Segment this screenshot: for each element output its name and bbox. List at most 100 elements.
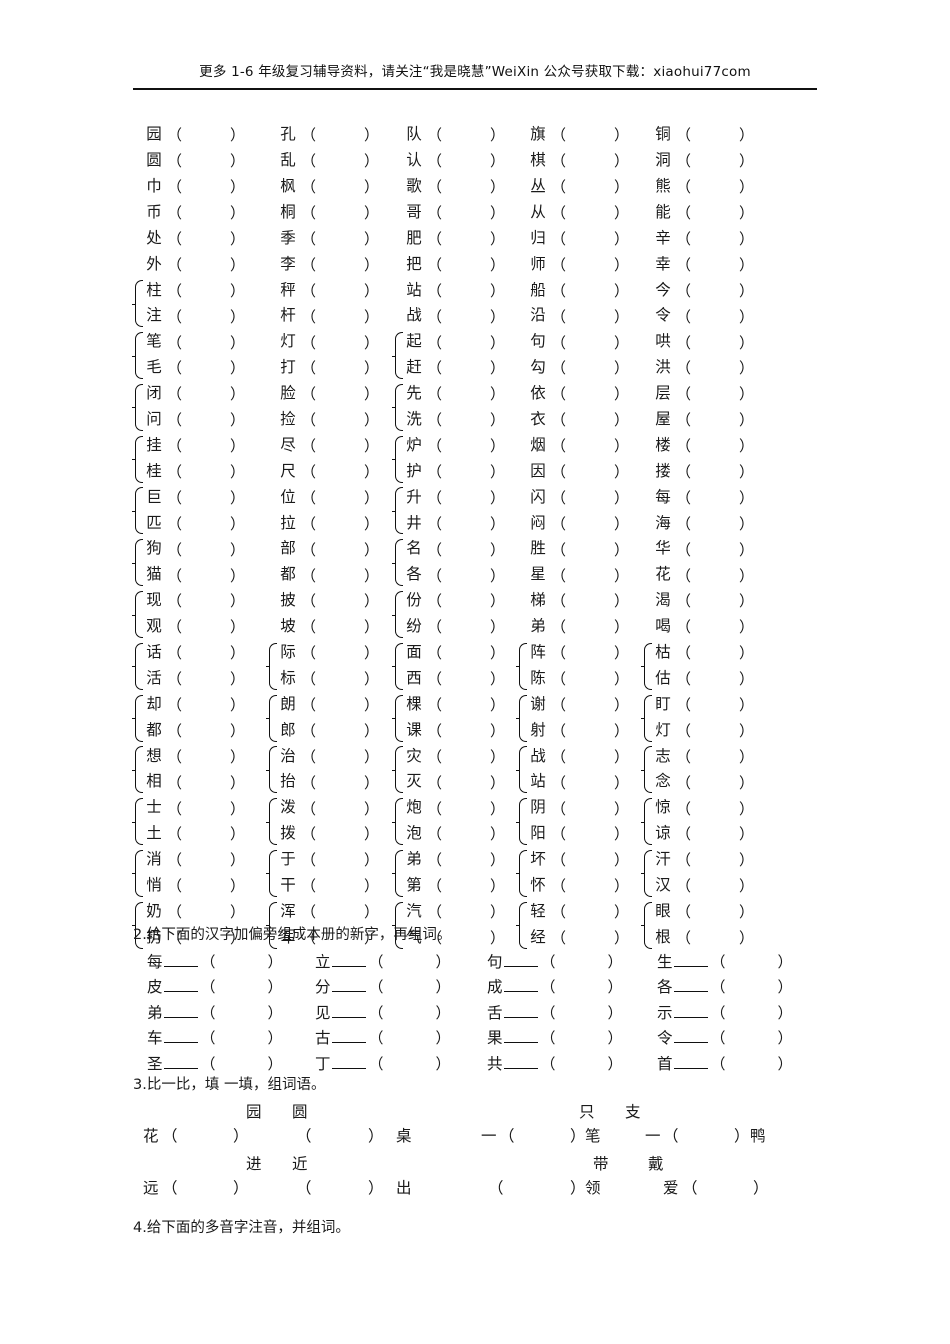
answer-paren-close[interactable]: ） xyxy=(739,903,755,922)
answer-paren-close[interactable]: ） xyxy=(739,825,755,844)
answer-paren-close[interactable]: ） xyxy=(614,514,630,533)
answer-paren-close[interactable]: ） xyxy=(230,411,246,430)
answer-paren-close[interactable]: ） xyxy=(490,670,506,689)
answer-paren-close[interactable]: ） xyxy=(230,566,246,585)
radical-blank-line[interactable] xyxy=(673,1004,708,1018)
answer-paren-close[interactable]: ） xyxy=(230,514,246,533)
answer-paren-close[interactable]: ） xyxy=(739,230,755,248)
answer-paren-close[interactable]: ） xyxy=(230,230,246,248)
answer-paren-close[interactable]: ） xyxy=(230,721,246,740)
answer-paren-close[interactable]: ） xyxy=(739,799,755,818)
answer-paren-close[interactable]: ） xyxy=(230,799,246,818)
radical-blank-line[interactable] xyxy=(331,953,366,967)
answer-paren-close[interactable]: ） xyxy=(490,255,506,274)
answer-paren-close[interactable]: ） xyxy=(230,851,246,870)
answer-paren-close[interactable]: ） xyxy=(614,721,630,740)
answer-paren-close[interactable]: ） xyxy=(364,903,380,922)
answer-paren-close[interactable]: ） xyxy=(739,877,755,896)
answer-paren-close[interactable]: ） xyxy=(490,126,506,145)
answer-paren-close[interactable]: ） xyxy=(364,514,380,533)
answer-paren-close[interactable]: ） xyxy=(490,592,506,611)
answer-paren-close[interactable]: ） xyxy=(364,644,380,663)
answer-paren-close[interactable]: ） xyxy=(614,359,630,378)
answer-paren-close[interactable]: ） xyxy=(490,929,506,948)
answer-paren-close[interactable]: ） xyxy=(614,411,630,430)
answer-paren-close[interactable]: ） xyxy=(364,799,380,818)
answer-paren-close[interactable]: ） xyxy=(777,1029,793,1048)
answer-paren-close[interactable]: ） xyxy=(267,952,283,971)
answer-paren-close[interactable]: ） xyxy=(739,670,755,689)
answer-paren-close[interactable]: ） xyxy=(490,333,506,352)
answer-paren-close[interactable]: ） xyxy=(614,385,630,404)
answer-paren-close[interactable]: ） xyxy=(435,978,451,997)
answer-paren-close[interactable]: ） xyxy=(230,877,246,896)
answer-paren-close[interactable]: ） xyxy=(739,566,755,585)
answer-paren-close[interactable]: ） xyxy=(739,307,755,326)
answer-paren-close[interactable]: ） xyxy=(739,773,755,792)
answer-paren-close[interactable]: ） xyxy=(364,877,380,896)
answer-paren-close[interactable]: ） xyxy=(364,255,380,274)
answer-paren-close[interactable]: ） xyxy=(490,488,506,507)
answer-paren-close[interactable]: ） xyxy=(364,359,380,378)
answer-paren-close[interactable]: ） xyxy=(739,618,755,637)
answer-paren-close[interactable]: ） xyxy=(267,1029,283,1048)
answer-paren-close[interactable]: ） xyxy=(490,618,506,637)
answer-paren-close[interactable]: ） xyxy=(364,307,380,326)
answer-paren-close[interactable]: ） xyxy=(739,152,755,171)
answer-paren-close[interactable]: ） xyxy=(607,952,623,971)
answer-paren-close[interactable]: ） xyxy=(230,670,246,689)
answer-paren-close[interactable]: ） xyxy=(614,773,630,792)
answer-paren-close[interactable]: ） xyxy=(777,1003,793,1022)
answer-paren-close[interactable]: ） xyxy=(230,747,246,766)
answer-paren-close[interactable]: ） xyxy=(364,411,380,430)
answer-paren-close[interactable]: ） xyxy=(614,540,630,559)
answer-paren-close[interactable]: ） xyxy=(490,747,506,766)
radical-blank-line[interactable] xyxy=(673,978,708,993)
answer-paren-close[interactable]: ） xyxy=(739,333,755,352)
radical-blank-line[interactable] xyxy=(163,1029,198,1044)
answer-paren-close[interactable]: ） xyxy=(739,178,755,197)
answer-paren-close[interactable]: ） xyxy=(364,566,380,585)
radical-blank-line[interactable] xyxy=(163,1004,198,1018)
answer-paren-close[interactable]: ） xyxy=(267,978,283,997)
radical-blank-line[interactable] xyxy=(503,1029,538,1044)
answer-paren-close[interactable]: ） xyxy=(364,385,380,404)
answer-paren-close[interactable]: ） xyxy=(739,281,755,300)
answer-paren-close[interactable]: ） xyxy=(490,359,506,378)
answer-paren-close[interactable]: ） xyxy=(739,514,755,533)
answer-paren-close[interactable]: ） xyxy=(490,696,506,715)
answer-paren-close[interactable]: ） xyxy=(230,359,246,378)
answer-paren-close[interactable]: ） xyxy=(614,230,630,248)
answer-paren-close[interactable]: ） xyxy=(607,1003,623,1022)
answer-paren-close[interactable]: ） xyxy=(739,540,755,559)
answer-paren-close[interactable]: ） xyxy=(614,929,630,948)
answer-paren-close[interactable]: ） xyxy=(364,204,380,223)
answer-paren-close[interactable]: ） xyxy=(364,230,380,248)
answer-paren-close[interactable]: ） xyxy=(614,877,630,896)
answer-paren-close[interactable]: ） xyxy=(614,281,630,300)
answer-paren-close[interactable]: ） xyxy=(490,514,506,533)
answer-paren-close[interactable]: ） xyxy=(777,952,793,971)
answer-paren-close[interactable]: ） xyxy=(614,333,630,352)
answer-paren-close[interactable]: ） xyxy=(230,644,246,663)
radical-blank-line[interactable] xyxy=(673,1029,708,1044)
answer-paren-close[interactable]: ） xyxy=(739,126,755,145)
answer-paren-close[interactable]: ） xyxy=(739,644,755,663)
answer-paren-close[interactable]: ） xyxy=(364,178,380,197)
answer-paren-close[interactable]: ） xyxy=(739,411,755,430)
answer-paren-close[interactable]: ） xyxy=(490,566,506,585)
answer-paren-close[interactable]: ） xyxy=(739,488,755,507)
answer-paren-close[interactable]: ） xyxy=(614,592,630,611)
answer-paren-close[interactable]: ） xyxy=(490,721,506,740)
answer-paren-close[interactable]: ） xyxy=(364,592,380,611)
answer-paren-close[interactable]: ） xyxy=(614,799,630,818)
answer-paren-close[interactable]: ） xyxy=(490,773,506,792)
answer-paren-close[interactable]: ） xyxy=(364,281,380,300)
answer-paren-close[interactable]: ） xyxy=(230,333,246,352)
radical-blank-line[interactable] xyxy=(673,953,708,967)
radical-blank-line[interactable] xyxy=(163,953,198,967)
answer-paren-close[interactable]: ） xyxy=(614,618,630,637)
answer-paren-close[interactable]: ） xyxy=(777,1054,793,1073)
radical-blank-line[interactable] xyxy=(331,1029,366,1044)
answer-paren-close[interactable]: ） xyxy=(614,488,630,507)
